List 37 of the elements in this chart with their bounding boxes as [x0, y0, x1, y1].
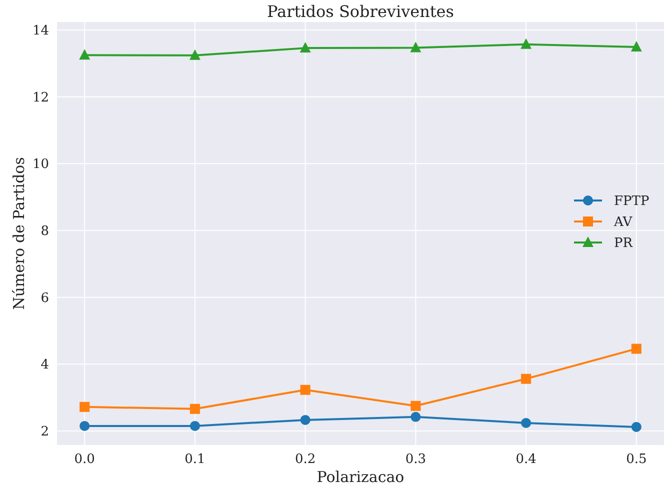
point [410, 400, 421, 411]
point [300, 42, 311, 53]
point [79, 49, 90, 60]
point [190, 404, 200, 414]
point [521, 374, 532, 384]
point [190, 420, 200, 431]
point [189, 49, 200, 60]
chart-title: Partidos Sobreviventes [267, 2, 454, 21]
x-tick-label: 0.5 [626, 452, 647, 467]
x-tick-label: 0.0 [74, 452, 95, 467]
x-tick-label: 0.3 [405, 452, 426, 467]
x-tick-label: 0.2 [294, 452, 316, 467]
point [631, 422, 642, 432]
x-axis-title: Polarizacao [316, 468, 404, 486]
point [80, 420, 90, 431]
legend-label: AV [613, 215, 633, 230]
y-tick-label: 10 [32, 157, 49, 172]
point [300, 414, 310, 425]
y-tick-label: 8 [40, 224, 49, 239]
x-tick-label: 0.4 [516, 452, 536, 467]
y-axis-title: Número de Partidos [10, 157, 28, 310]
legend-label: PR [614, 236, 634, 251]
y-tick-label: 4 [40, 358, 49, 373]
point [80, 402, 90, 412]
y-tick-label: 12 [32, 90, 49, 106]
y-tick-label: 14 [32, 24, 49, 39]
legend-label: FPTP [614, 194, 650, 209]
point [631, 344, 642, 354]
point [521, 418, 532, 428]
x-tick-label: 0.1 [184, 452, 206, 467]
point [300, 384, 310, 395]
point [410, 412, 421, 422]
y-tick-label: 6 [40, 290, 49, 306]
point [520, 38, 532, 49]
point [630, 41, 642, 52]
point [410, 42, 422, 52]
y-tick-label: 2 [40, 424, 49, 440]
